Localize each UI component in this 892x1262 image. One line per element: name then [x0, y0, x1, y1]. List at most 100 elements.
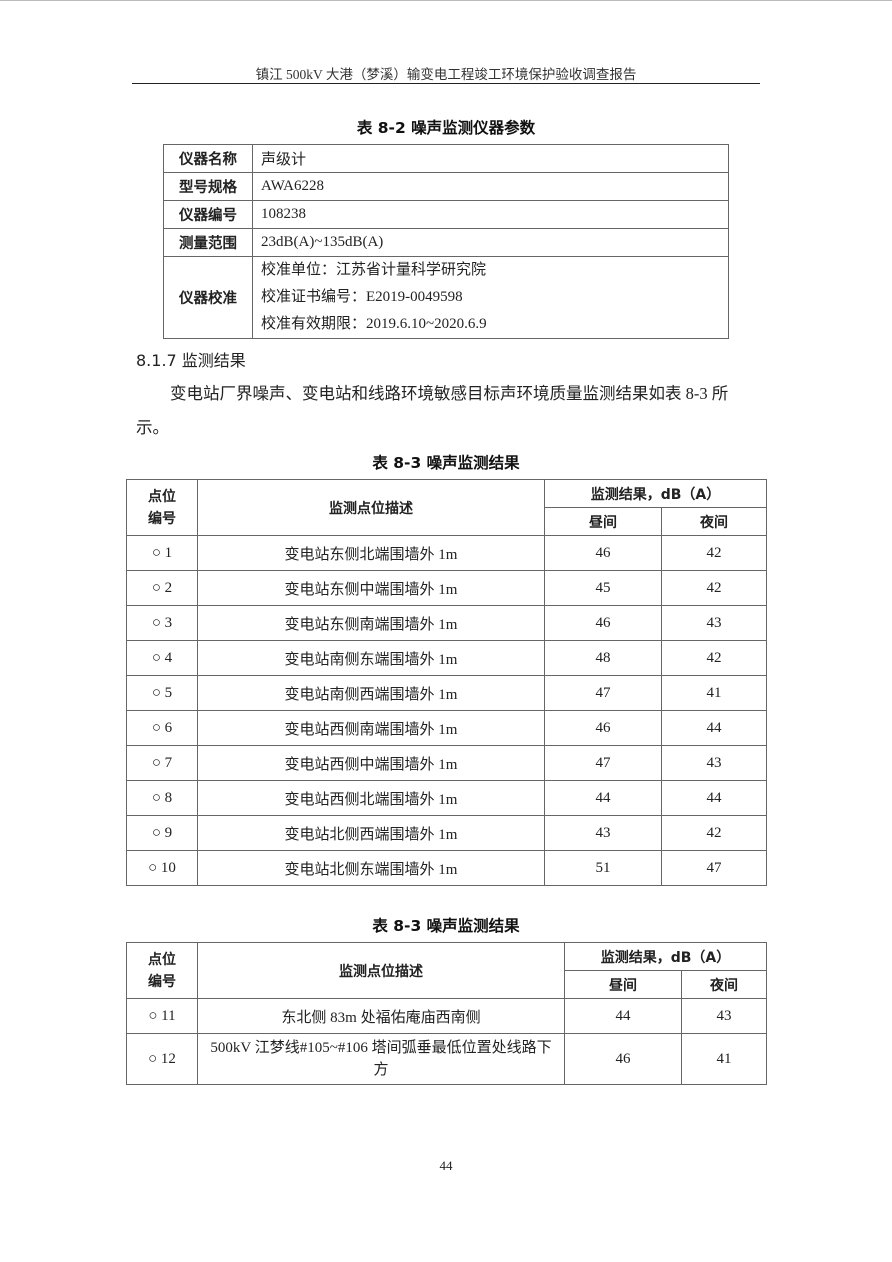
night-value: 42: [661, 640, 767, 676]
point-id: ○ 5: [126, 675, 198, 711]
table-row: ○ 6 变电站西侧南端围墙外 1m 46 44: [126, 710, 767, 746]
header-result: 监测结果，dB（A）: [564, 942, 767, 971]
point-description: 变电站南侧西端围墙外 1m: [197, 675, 545, 711]
night-value: 42: [661, 815, 767, 851]
header-night: 夜间: [681, 970, 767, 999]
point-description: 变电站西侧中端围墙外 1m: [197, 745, 545, 781]
night-value: 43: [661, 745, 767, 781]
section-paragraph: 变电站厂界噪声、变电站和线路环境敏感目标声环境质量监测结果如表 8-3 所示。: [136, 384, 729, 437]
param-name: 型号规格: [163, 172, 253, 201]
noise-results-table-1: 点位 编号 监测点位描述 监测结果，dB（A） 昼间 夜间 ○ 1 变电站东侧北端围墙外 1…: [126, 479, 767, 886]
night-value: 44: [661, 710, 767, 746]
header-description: 监测点位描述: [197, 942, 565, 999]
table-row: ○ 12 500kV 江梦线#105~#106 塔间弧垂最低位置处线路下方 46 41: [126, 1033, 767, 1085]
param-value: 声级计: [252, 144, 729, 173]
point-description: 东北侧 83m 处福佑庵庙西南侧: [197, 998, 565, 1034]
day-value: 45: [544, 570, 662, 606]
header-night: 夜间: [661, 507, 767, 536]
table-row: 型号规格 AWA6228: [163, 172, 729, 201]
param-name: 仪器编号: [163, 200, 253, 229]
table-row: ○ 10 变电站北侧东端围墙外 1m 51 47: [126, 850, 767, 886]
header-day: 昼间: [544, 507, 662, 536]
table-row: ○ 2 变电站东侧中端围墙外 1m 45 42: [126, 570, 767, 606]
point-description: 变电站东侧南端围墙外 1m: [197, 605, 545, 641]
table-row: ○ 7 变电站西侧中端围墙外 1m 47 43: [126, 745, 767, 781]
page-number: 44: [439, 1158, 453, 1173]
header-day: 昼间: [564, 970, 682, 999]
table-row: ○ 1 变电站东侧北端围墙外 1m 46 42: [126, 535, 767, 571]
day-value: 47: [544, 745, 662, 781]
point-id: ○ 1: [126, 535, 198, 571]
night-value: 47: [661, 850, 767, 886]
header-result: 监测结果，dB（A）: [544, 479, 767, 508]
table-row: ○ 8 变电站西侧北端围墙外 1m 44 44: [126, 780, 767, 816]
table-row: ○ 4 变电站南侧东端围墙外 1m 48 42: [126, 640, 767, 676]
night-value: 42: [661, 535, 767, 571]
point-description: 变电站北侧东端围墙外 1m: [197, 850, 545, 886]
header-point-id: 点位 编号: [126, 479, 198, 536]
day-value: 46: [544, 535, 662, 571]
running-header: 镇江 500kV 大港（梦溪）输变电工程竣工环境保护验收调查报告: [255, 67, 637, 82]
header-divider: [132, 83, 760, 84]
param-value: AWA6228: [252, 172, 729, 201]
night-value: 41: [661, 675, 767, 711]
night-value: 44: [661, 780, 767, 816]
table-8-3a-caption: 表 8-3 噪声监测结果: [372, 454, 520, 472]
night-value: 43: [661, 605, 767, 641]
table-8-3b-caption: 表 8-3 噪声监测结果: [372, 917, 520, 935]
day-value: 51: [544, 850, 662, 886]
day-value: 44: [544, 780, 662, 816]
calibration-line: 校准单位：江苏省计量科学研究院: [261, 262, 487, 278]
point-id: ○ 12: [126, 1033, 198, 1085]
header-row: 昼间 夜间: [127, 970, 767, 999]
table-row: ○ 11 东北侧 83m 处福佑庵庙西南侧 44 43: [126, 998, 767, 1034]
header-description: 监测点位描述: [197, 479, 545, 536]
param-value: 校准单位：江苏省计量科学研究院 校准证书编号：E2019-0049598 校准有效期…: [252, 256, 729, 339]
param-name: 测量范围: [163, 228, 253, 257]
table-row: 仪器名称 声级计: [163, 144, 729, 173]
table-row: 测量范围 23dB(A)~135dB(A): [163, 228, 729, 257]
header-row: 点位 编号 监测点位描述 监测结果，dB（A）: [126, 942, 767, 999]
header-point-id: 点位 编号: [126, 942, 198, 999]
table-row: ○ 3 变电站东侧南端围墙外 1m 46 43: [126, 605, 767, 641]
noise-results-table-2: 点位 编号 监测点位描述 监测结果，dB（A） 昼间 夜间 ○ 11 东北侧 83m 处福佑…: [126, 942, 767, 1085]
calibration-line: 校准证书编号：E2019-0049598: [261, 289, 463, 305]
param-name: 仪器校准: [163, 256, 253, 339]
day-value: 43: [544, 815, 662, 851]
night-value: 41: [681, 1033, 767, 1085]
table-row: 仪器编号 108238: [163, 200, 729, 229]
instrument-params-table: 仪器名称 声级计 型号规格 AWA6228 仪器编号 108238 测量范围 23dB(A)~…: [163, 144, 729, 339]
calibration-line: 校准有效期限：2019.6.10~2020.6.9: [261, 316, 487, 332]
table-8-2-caption: 表 8-2 噪声监测仪器参数: [356, 119, 536, 137]
table-row: ○ 9 变电站北侧西端围墙外 1m 43 42: [126, 815, 767, 851]
point-description: 500kV 江梦线#105~#106 塔间弧垂最低位置处线路下方: [197, 1033, 565, 1085]
point-id: ○ 4: [126, 640, 198, 676]
day-value: 46: [544, 710, 662, 746]
table-row: 仪器校准 校准单位：江苏省计量科学研究院 校准证书编号：E2019-0049598 校…: [163, 256, 729, 339]
point-id: ○ 8: [126, 780, 198, 816]
point-description: 变电站东侧北端围墙外 1m: [197, 535, 545, 571]
point-description: 变电站南侧东端围墙外 1m: [197, 640, 545, 676]
day-value: 47: [544, 675, 662, 711]
point-id: ○ 3: [126, 605, 198, 641]
point-description: 变电站北侧西端围墙外 1m: [197, 815, 545, 851]
point-id: ○ 6: [126, 710, 198, 746]
header-row: 昼间 夜间: [127, 507, 767, 536]
day-value: 46: [564, 1033, 682, 1085]
day-value: 46: [544, 605, 662, 641]
point-id: ○ 2: [126, 570, 198, 606]
section-heading: 8.1.7 监测结果: [136, 351, 246, 370]
day-value: 48: [544, 640, 662, 676]
point-id: ○ 9: [126, 815, 198, 851]
point-id: ○ 11: [126, 998, 198, 1034]
point-description: 变电站东侧中端围墙外 1m: [197, 570, 545, 606]
param-name: 仪器名称: [163, 144, 253, 173]
point-description: 变电站西侧南端围墙外 1m: [197, 710, 545, 746]
point-id: ○ 7: [126, 745, 198, 781]
point-id: ○ 10: [126, 850, 198, 886]
point-description: 变电站西侧北端围墙外 1m: [197, 780, 545, 816]
table-row: ○ 5 变电站南侧西端围墙外 1m 47 41: [126, 675, 767, 711]
night-value: 43: [681, 998, 767, 1034]
param-value: 108238: [252, 200, 729, 229]
